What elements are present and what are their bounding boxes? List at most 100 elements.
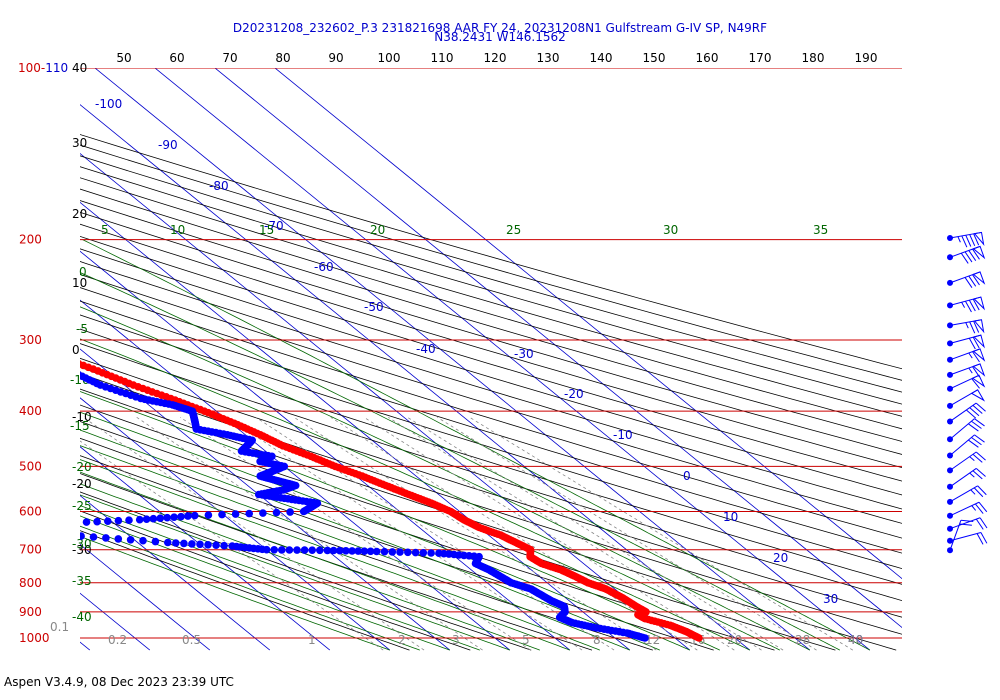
dewpoint-point [212,541,220,549]
dewpoint-point [419,549,428,557]
dewpoint-point [342,547,350,555]
dewpoint-point [4,525,12,533]
wind-barb-half-flag [965,322,969,329]
dewpoint-point [336,546,344,555]
isotherm-label: 30 [823,592,838,606]
temperature-point [80,360,83,368]
wind-barb-flag [975,451,986,461]
dewpoint-point [164,538,172,547]
isotherm-line [80,397,391,651]
wind-barb-staff [949,418,975,440]
pressure-tick-label: 500 [19,459,42,473]
wind-barb-flag [966,409,977,419]
wind-barb-half-flag [969,456,975,462]
wind-barb [947,501,988,519]
dry-adiabat-line [80,473,593,651]
wind-barb [947,468,986,490]
dewpoint-point [218,510,226,519]
wind-barb [947,434,985,459]
dewpoint-point [139,536,147,545]
dewpoint-point [104,517,112,525]
wind-barb-flag [968,337,976,350]
top-axis-label: 100 [378,51,401,65]
wind-barb-half-flag [957,236,961,243]
pressure-tick-label: 700 [19,543,42,557]
dewpoint-point [220,541,228,550]
dewpoint-point [93,517,101,526]
pressure-tick-part: 110 [45,61,68,75]
dewpoint-point [22,527,30,535]
dry-adiabat-line [80,300,902,554]
dewpoint-point [323,546,332,555]
wind-barb-flag [964,251,973,263]
dewpoint-point [180,539,188,548]
wind-barb-staff [949,532,982,542]
wind-barb-flag [973,233,980,246]
wind-barb-pennant [973,334,985,349]
dewpoint-point [177,512,185,521]
moist-adiabat-label: -20 [72,460,92,474]
isotherm-label: 10 [723,510,738,524]
wind-barb-flag [968,299,976,312]
isotherm-label: 40 [848,633,863,647]
dry-adiabat-line [80,188,902,430]
moist-adiabat-line [80,525,420,651]
mixing-ratio-label: 5 [522,633,530,647]
dewpoint-point [366,547,375,556]
wind-barb-pennant [972,348,986,362]
dewpoint-point [245,509,253,518]
mixing-ratio-line [469,416,854,651]
dry-adiabat-line [80,287,902,539]
dewpoint-point [163,513,171,522]
dewpoint-point [56,530,64,538]
wind-barb-flag [974,434,985,443]
dry-adiabat-line [80,177,902,417]
dewpoint-point [2,523,10,531]
dewpoint-point [80,532,85,540]
dewpoint-point [396,548,404,556]
dewpoint-point [39,529,47,537]
chart-title-line1: D20231208_232602_P.3 231821698 AAR FY 24… [232,21,768,35]
mixing-ratio-label: 1 [308,633,316,647]
dewpoint-point [44,520,52,528]
left-axis-label: 0 [72,343,80,357]
wind-barb-flag [969,321,976,334]
top-axis-label: 190 [855,51,878,65]
dry-adiabat-line [80,273,902,524]
wind-barb-staff [949,501,980,517]
wind-barb-flag [971,437,982,446]
dewpoint-point [57,364,65,372]
moist-adiabat-label: -5 [76,322,88,336]
isotherm-label: 20 [773,551,788,565]
isotherm-line [154,68,871,651]
wind-barb-pennant [971,374,986,388]
wind-barb-flag [961,235,968,248]
dry-adiabat-line [80,211,902,455]
dewpoint-point [48,530,56,538]
isotherm-label: -70 [264,219,284,233]
chart-title-line2: N38.2431 W146.1562 [434,30,566,44]
dewpoint-point [16,522,24,530]
wind-barb [947,245,986,264]
left-axis-label: 10 [72,276,87,290]
moist-adiabat-line [80,471,570,651]
temperature-point [65,356,73,364]
top-axis-label: 130 [537,51,560,65]
dewpoint-point [9,523,17,531]
wind-barb [947,334,985,350]
dewpoint-point [1,342,9,350]
wind-barb-flag [972,470,983,480]
isotherm-label: -30 [514,347,534,361]
wind-barb-flag [976,533,984,545]
moist-adiabat-label: 15 [259,223,274,237]
dewpoint-point [52,362,60,370]
mixing-ratio-line [388,416,762,651]
dewpoint-point [80,371,83,379]
wind-barb-flag [973,487,984,498]
isotherm-label: -100 [95,97,122,111]
wind-barb-flag [964,277,973,288]
dewpoint-point [348,547,356,555]
moist-adiabat-line [80,271,840,651]
